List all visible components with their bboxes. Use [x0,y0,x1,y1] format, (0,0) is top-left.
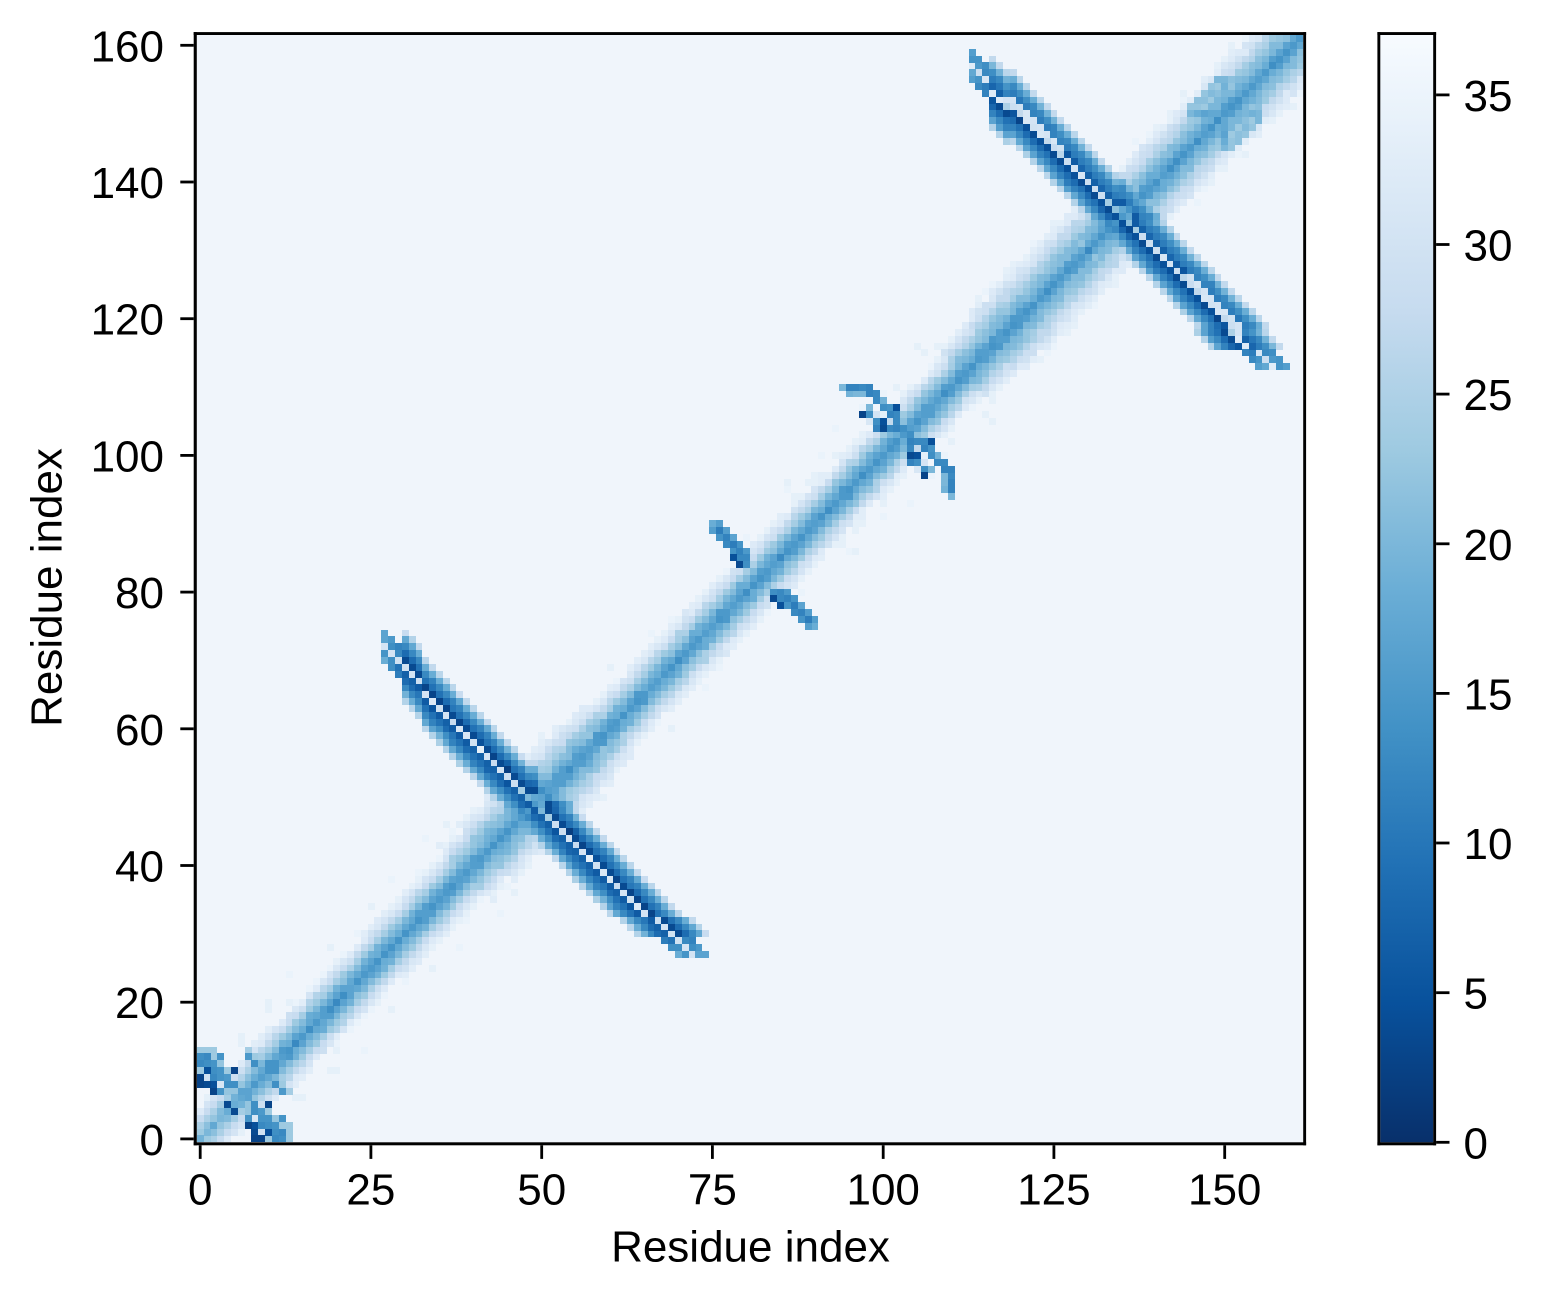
svg-text:0: 0 [1464,1119,1488,1168]
svg-text:0: 0 [188,1166,212,1215]
svg-text:25: 25 [346,1166,395,1215]
svg-text:20: 20 [1464,521,1513,570]
svg-text:5: 5 [1464,970,1488,1019]
svg-text:15: 15 [1464,670,1513,719]
svg-text:150: 150 [1188,1166,1261,1215]
svg-text:140: 140 [91,159,164,208]
svg-text:20: 20 [115,979,164,1028]
svg-text:100: 100 [846,1166,919,1215]
svg-text:120: 120 [91,296,164,345]
svg-text:10: 10 [1464,820,1513,869]
svg-text:160: 160 [91,22,164,71]
svg-text:60: 60 [115,706,164,755]
svg-text:0: 0 [140,1116,164,1165]
svg-text:25: 25 [1464,371,1513,420]
svg-text:100: 100 [91,432,164,481]
svg-text:75: 75 [688,1166,737,1215]
svg-text:80: 80 [115,569,164,618]
svg-text:125: 125 [1017,1166,1090,1215]
svg-text:35: 35 [1464,72,1513,121]
svg-text:50: 50 [517,1166,566,1215]
svg-text:Residue index: Residue index [611,1223,890,1272]
svg-text:40: 40 [115,843,164,892]
svg-text:30: 30 [1464,222,1513,271]
svg-text:Residue index: Residue index [23,448,72,727]
